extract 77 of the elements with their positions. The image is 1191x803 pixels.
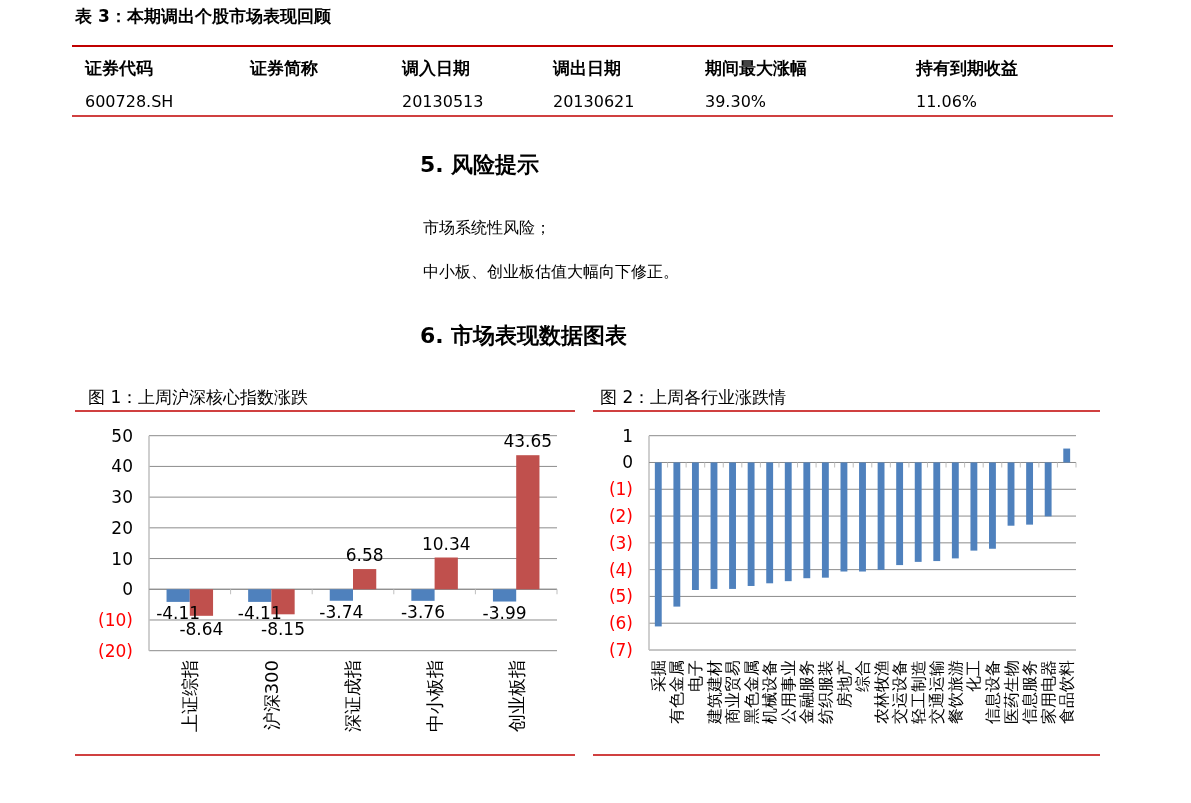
x-tick-label: 房地产 <box>834 660 854 708</box>
data-label: 6.58 <box>345 545 384 566</box>
x-tick-label: 电子 <box>686 660 706 692</box>
x-tick-label: 食品饮料 <box>1057 660 1077 724</box>
x-tick-label: 餐饮旅游 <box>945 660 965 724</box>
text: 中小板、创业板估值大幅向下修正。 <box>423 262 679 281</box>
text: 持有到期收益 <box>915 58 1018 78</box>
x-tick-label: 轻工制造 <box>908 660 928 724</box>
data-label: -3.74 <box>319 601 364 622</box>
bar <box>248 589 272 602</box>
x-tick-label: 医药生物 <box>1001 660 1021 724</box>
x-tick-label: 采掘 <box>648 660 668 692</box>
x-tick-label: 黑色金属 <box>741 660 761 724</box>
x-tick-label: 交通运输 <box>927 660 947 724</box>
text: 调入日期 <box>401 58 470 78</box>
data-label: -3.76 <box>400 601 445 622</box>
y-tick-label: 30 <box>111 487 133 508</box>
x-tick-label: 沪深300 <box>260 660 282 731</box>
bar <box>434 557 458 590</box>
text: 证券代码 <box>84 58 153 78</box>
text: 期间最大涨幅 <box>704 58 807 78</box>
y-tick-label: (20) <box>98 640 133 661</box>
bar <box>492 589 517 602</box>
data-label: -3.99 <box>482 602 527 623</box>
text: 证券简称 <box>249 58 318 78</box>
x-tick-label: 上证综指 <box>179 660 201 732</box>
text: 5. 风险提示 <box>420 152 540 177</box>
chart-title: 图 2：上周各行业涨跌情 <box>600 387 787 407</box>
y-tick-label: 20 <box>111 517 133 538</box>
y-tick-label: (7) <box>608 640 633 660</box>
y-tick-label: 40 <box>111 456 133 477</box>
bar <box>353 569 377 590</box>
data-label: 10.34 <box>421 533 471 554</box>
x-tick-label: 化工 <box>964 660 984 692</box>
x-tick-label: 信息设备 <box>983 660 1003 724</box>
x-tick-label: 建筑建材 <box>704 660 724 725</box>
x-tick-label: 有色金属 <box>667 660 687 724</box>
data-label: 43.65 <box>503 431 553 452</box>
x-tick-label: 家用电器 <box>1038 660 1058 724</box>
text: 6. 市场表现数据图表 <box>420 323 628 348</box>
y-tick-label: (1) <box>608 479 633 500</box>
x-tick-label: 农林牧渔 <box>871 660 891 724</box>
x-tick-label: 纺织服装 <box>815 660 835 724</box>
x-tick-label: 创业板指 <box>505 660 527 732</box>
text: 调出日期 <box>552 58 621 78</box>
text: 11.06% <box>916 92 978 111</box>
text: 市场系统性风险； <box>423 218 551 237</box>
x-tick-label: 中小板指 <box>423 660 445 732</box>
text: 表 3：本期调出个股市场表现回顾 <box>74 6 332 26</box>
x-tick-label: 综合 <box>853 660 873 692</box>
bar <box>411 589 435 601</box>
y-tick-label: (6) <box>608 613 633 634</box>
x-tick-label: 深证成指 <box>342 660 364 732</box>
y-tick-label: (10) <box>98 609 133 630</box>
y-tick-label: 0 <box>622 452 633 473</box>
x-tick-label: 金融服务 <box>797 660 817 724</box>
x-tick-label: 信息服务 <box>1020 660 1040 724</box>
x-tick-label: 公用事业 <box>778 660 798 724</box>
x-tick-label: 商业贸易 <box>723 660 743 724</box>
x-tick-label: 交运设备 <box>890 660 910 724</box>
text: 39.30% <box>705 92 767 111</box>
bar <box>516 455 540 590</box>
y-tick-label: (2) <box>608 506 633 527</box>
x-tick-label: 机械设备 <box>760 660 780 724</box>
text: 20130513 <box>402 92 484 111</box>
y-tick-label: (3) <box>608 532 633 553</box>
y-tick-label: (4) <box>608 559 633 580</box>
y-tick-label: (5) <box>608 586 633 607</box>
text: 600728.SH <box>85 92 174 111</box>
y-tick-label: 50 <box>111 425 133 446</box>
y-tick-label: 10 <box>111 548 133 569</box>
chart-title: 图 1：上周沪深核心指数涨跌 <box>88 387 309 407</box>
bar <box>329 589 353 601</box>
y-tick-label: 1 <box>622 425 633 446</box>
text: 20130621 <box>553 92 635 111</box>
bar <box>166 589 190 602</box>
y-tick-label: 0 <box>122 579 133 600</box>
